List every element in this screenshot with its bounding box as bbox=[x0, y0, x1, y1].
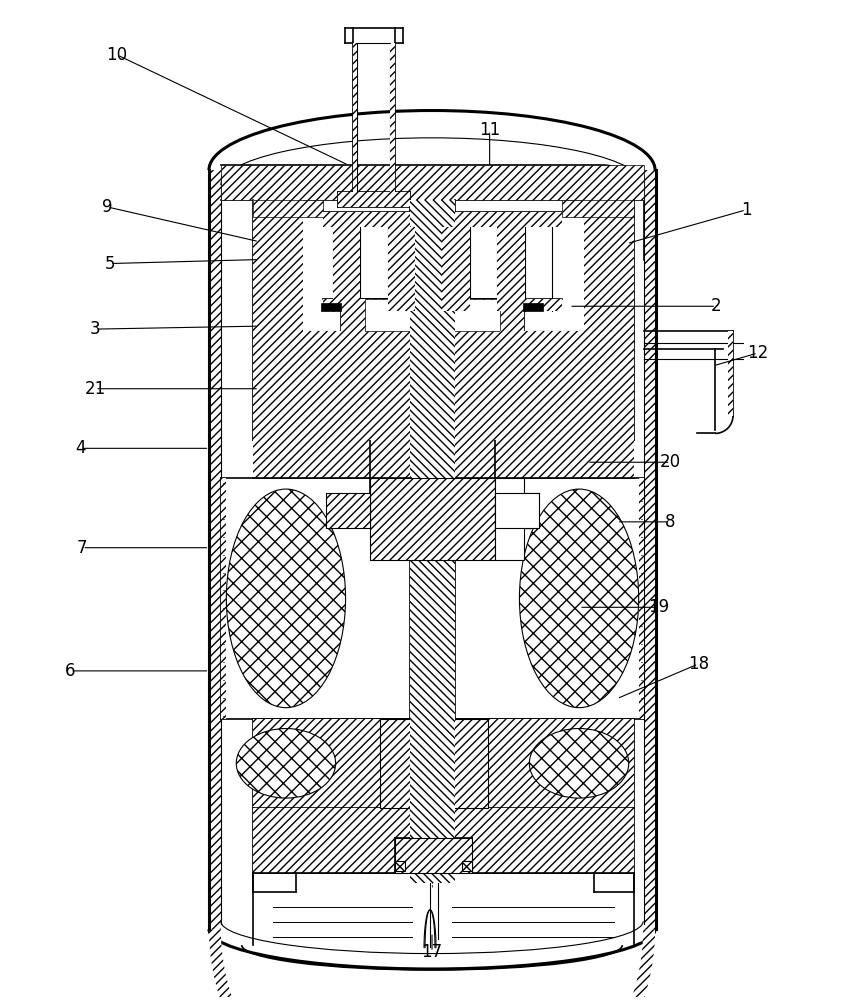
Bar bbox=[584, 200, 634, 440]
Bar bbox=[353, 43, 357, 202]
Bar bbox=[410, 873, 455, 883]
Bar bbox=[381, 719, 488, 808]
Bar bbox=[644, 170, 656, 929]
Bar bbox=[495, 493, 539, 528]
Ellipse shape bbox=[236, 729, 336, 798]
Bar bbox=[410, 200, 455, 838]
Bar bbox=[337, 192, 410, 207]
Bar bbox=[523, 303, 543, 311]
Bar bbox=[395, 838, 471, 873]
Text: 19: 19 bbox=[648, 598, 670, 616]
Wedge shape bbox=[209, 929, 655, 1000]
Text: 8: 8 bbox=[665, 513, 676, 531]
Bar bbox=[253, 200, 323, 217]
Ellipse shape bbox=[529, 729, 629, 798]
Text: 2: 2 bbox=[711, 297, 721, 315]
Text: 9: 9 bbox=[102, 198, 112, 216]
Bar bbox=[221, 478, 227, 719]
Text: 12: 12 bbox=[747, 344, 768, 362]
Bar bbox=[253, 200, 303, 440]
Bar bbox=[365, 299, 500, 331]
Bar bbox=[562, 200, 634, 217]
Text: 6: 6 bbox=[65, 662, 75, 680]
FancyBboxPatch shape bbox=[727, 331, 734, 416]
Bar bbox=[253, 808, 634, 873]
Bar bbox=[390, 43, 395, 202]
Text: 4: 4 bbox=[75, 439, 86, 457]
Bar bbox=[323, 299, 562, 311]
Bar bbox=[370, 478, 495, 508]
Bar bbox=[341, 299, 524, 440]
Bar bbox=[524, 331, 634, 440]
Bar bbox=[388, 227, 415, 311]
Bar bbox=[333, 227, 360, 311]
Bar bbox=[370, 478, 495, 560]
Text: 18: 18 bbox=[688, 655, 708, 673]
Text: 3: 3 bbox=[90, 320, 100, 338]
Bar bbox=[326, 493, 370, 528]
Bar bbox=[311, 389, 554, 401]
Bar bbox=[495, 478, 524, 560]
Bar bbox=[638, 478, 644, 719]
Text: 1: 1 bbox=[740, 201, 752, 219]
Bar bbox=[253, 331, 341, 440]
Text: 5: 5 bbox=[105, 255, 115, 273]
Text: 20: 20 bbox=[660, 453, 681, 471]
Bar bbox=[321, 303, 341, 311]
Bar bbox=[500, 331, 524, 346]
Ellipse shape bbox=[520, 489, 638, 708]
Bar bbox=[395, 861, 405, 871]
Text: 17: 17 bbox=[421, 943, 443, 961]
Bar bbox=[442, 227, 470, 311]
Bar bbox=[221, 165, 644, 200]
Bar bbox=[253, 719, 634, 808]
Ellipse shape bbox=[227, 489, 345, 708]
Text: 11: 11 bbox=[479, 121, 500, 139]
Text: 10: 10 bbox=[106, 46, 128, 64]
Text: 7: 7 bbox=[77, 539, 87, 557]
Bar bbox=[323, 212, 562, 227]
Bar bbox=[341, 331, 365, 346]
Text: 21: 21 bbox=[85, 380, 106, 398]
Bar bbox=[462, 861, 471, 871]
Bar bbox=[497, 227, 525, 311]
Bar bbox=[253, 440, 634, 478]
Bar bbox=[209, 170, 221, 929]
